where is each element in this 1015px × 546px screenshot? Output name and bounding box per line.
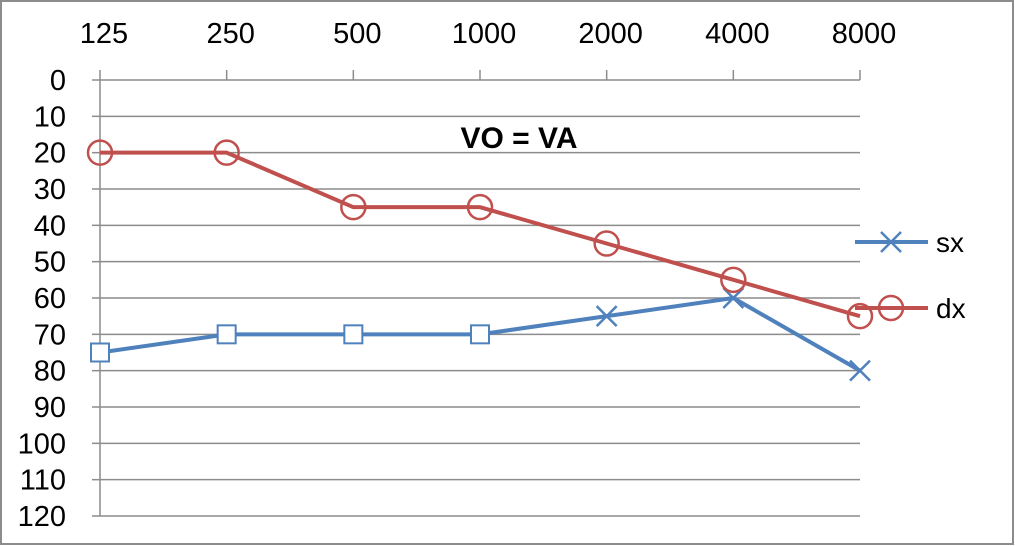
data-point-dx [593, 230, 620, 257]
y-tick-label: 100 [18, 428, 66, 460]
x-tick-label: 1000 [452, 18, 517, 50]
legend-entry-dx: dx [855, 293, 966, 324]
data-point-sx [90, 342, 110, 363]
legend-marker [877, 294, 905, 322]
data-point-sx [216, 324, 237, 345]
data-point-dx [340, 193, 367, 221]
data-point-dx [466, 193, 494, 221]
legend: sx dx [855, 227, 966, 324]
y-tick-label: 10 [34, 101, 66, 133]
series-dx [86, 139, 874, 330]
data-point-dx [720, 266, 747, 294]
y-tick-label: 110 [20, 465, 66, 497]
data-point-dx [213, 139, 240, 166]
series-line-dx [100, 150, 861, 319]
data-point-sx [343, 324, 364, 345]
x-tick-label: 4000 [705, 18, 770, 50]
data-point-sx [849, 359, 871, 382]
data-point-sx [595, 305, 618, 328]
y-tick-label: 30 [34, 174, 66, 206]
y-tick-label: 70 [34, 319, 66, 351]
axes: 0 10 20 30 40 50 60 70 80 90 100 110 120 125 250 500 100… [18, 18, 897, 533]
x-tick-label: 125 [80, 18, 128, 50]
data-point-sx [722, 287, 745, 309]
legend-label: dx [936, 293, 966, 324]
y-tick-label: 20 [34, 138, 66, 170]
chart-title: VO = VA [461, 122, 578, 155]
y-tick-label: 120 [18, 501, 66, 533]
data-point-dx [846, 302, 874, 330]
legend-marker [880, 231, 902, 253]
y-tick-label: 0 [50, 65, 66, 97]
y-tick-label: 90 [34, 392, 66, 424]
series-sx [90, 287, 871, 382]
x-tick-label: 8000 [832, 18, 897, 50]
legend-entry-sx: sx [855, 227, 964, 258]
y-tick-label: 60 [34, 283, 66, 315]
y-tick-label: 50 [34, 247, 66, 279]
x-tick-label: 250 [206, 18, 254, 50]
legend-label: sx [936, 227, 964, 258]
series-group [86, 139, 874, 382]
y-tick-label: 40 [34, 210, 66, 242]
data-point-dx [86, 139, 114, 166]
x-tick-label: 500 [333, 18, 381, 50]
data-point-sx [470, 324, 490, 345]
x-tick-label: 2000 [578, 18, 643, 50]
y-tick-label: 80 [34, 356, 66, 388]
